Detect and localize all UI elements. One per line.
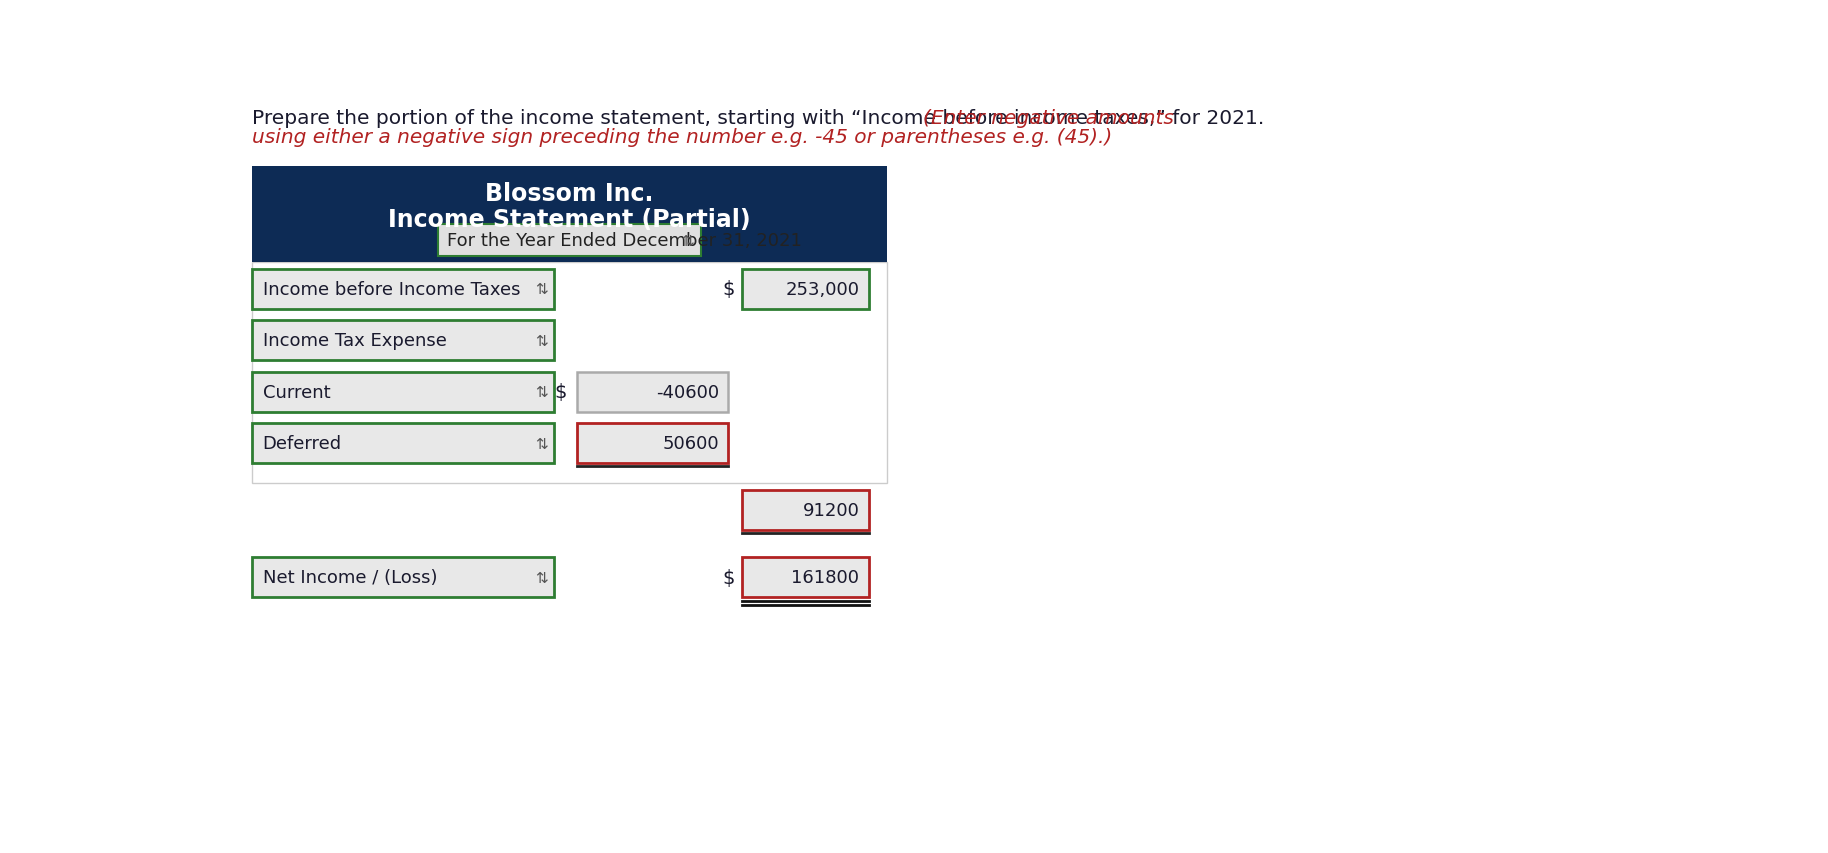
Text: 91200: 91200 bbox=[802, 502, 859, 519]
Text: using either a negative sign preceding the number e.g. -45 or parentheses e.g. (: using either a negative sign preceding t… bbox=[252, 128, 1111, 148]
Text: Blossom Inc.: Blossom Inc. bbox=[484, 182, 654, 206]
Text: ⇅: ⇅ bbox=[536, 281, 548, 297]
Text: Current: Current bbox=[263, 383, 331, 401]
Bar bbox=[252, 372, 554, 412]
Bar bbox=[252, 321, 554, 361]
Bar bbox=[437, 224, 702, 257]
Text: -40600: -40600 bbox=[656, 383, 718, 401]
Text: Income Statement (Partial): Income Statement (Partial) bbox=[388, 207, 751, 231]
Bar bbox=[252, 558, 554, 598]
Text: 161800: 161800 bbox=[792, 569, 859, 587]
Text: Income before Income Taxes: Income before Income Taxes bbox=[263, 281, 521, 299]
Bar bbox=[742, 558, 868, 598]
Text: ⇅: ⇅ bbox=[536, 437, 548, 451]
Text: $: $ bbox=[722, 568, 735, 587]
Bar bbox=[578, 424, 728, 464]
Text: ⇅: ⇅ bbox=[536, 570, 548, 585]
Text: ⇅: ⇅ bbox=[536, 385, 548, 400]
Bar bbox=[578, 372, 728, 412]
Text: Net Income / (Loss): Net Income / (Loss) bbox=[263, 569, 437, 587]
Bar bbox=[742, 270, 868, 310]
Bar bbox=[252, 270, 554, 310]
Text: Prepare the portion of the income statement, starting with “Income before income: Prepare the portion of the income statem… bbox=[252, 109, 1270, 128]
Text: For the Year Ended December 31, 2021: For the Year Ended December 31, 2021 bbox=[448, 232, 802, 250]
Text: ⇅: ⇅ bbox=[536, 334, 548, 348]
Text: $: $ bbox=[722, 280, 735, 299]
Bar bbox=[252, 263, 887, 483]
Text: Income Tax Expense: Income Tax Expense bbox=[263, 332, 446, 350]
Text: 50600: 50600 bbox=[662, 435, 718, 453]
Text: $: $ bbox=[554, 383, 567, 402]
Text: ⇅: ⇅ bbox=[680, 234, 693, 248]
Text: 253,000: 253,000 bbox=[786, 281, 859, 299]
Bar bbox=[252, 167, 887, 263]
Bar bbox=[742, 490, 868, 531]
Text: (Enter negative amounts: (Enter negative amounts bbox=[923, 109, 1174, 128]
Bar bbox=[252, 424, 554, 464]
Text: Deferred: Deferred bbox=[263, 435, 342, 453]
